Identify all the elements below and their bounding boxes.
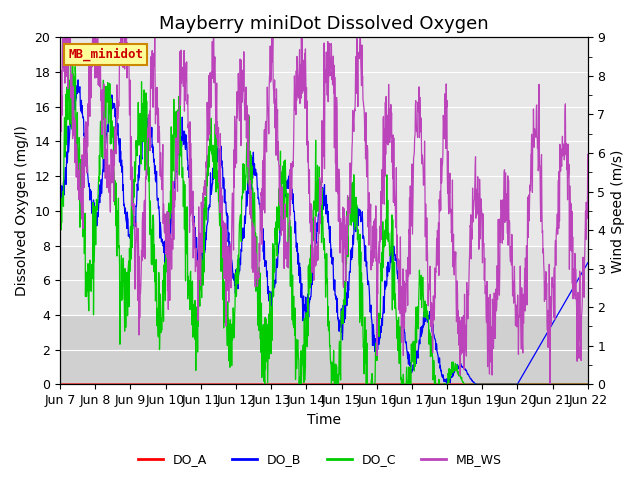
Bar xyxy=(60,246,588,315)
Legend: DO_A, DO_B, DO_C, MB_WS: DO_A, DO_B, DO_C, MB_WS xyxy=(133,448,507,471)
X-axis label: Time: Time xyxy=(307,413,341,427)
Text: MB_minidot: MB_minidot xyxy=(68,48,143,61)
Bar xyxy=(60,315,588,384)
Bar xyxy=(60,37,588,246)
Title: Mayberry miniDot Dissolved Oxygen: Mayberry miniDot Dissolved Oxygen xyxy=(159,15,489,33)
Y-axis label: Dissolved Oxygen (mg/l): Dissolved Oxygen (mg/l) xyxy=(15,125,29,296)
Y-axis label: Wind Speed (m/s): Wind Speed (m/s) xyxy=(611,149,625,273)
